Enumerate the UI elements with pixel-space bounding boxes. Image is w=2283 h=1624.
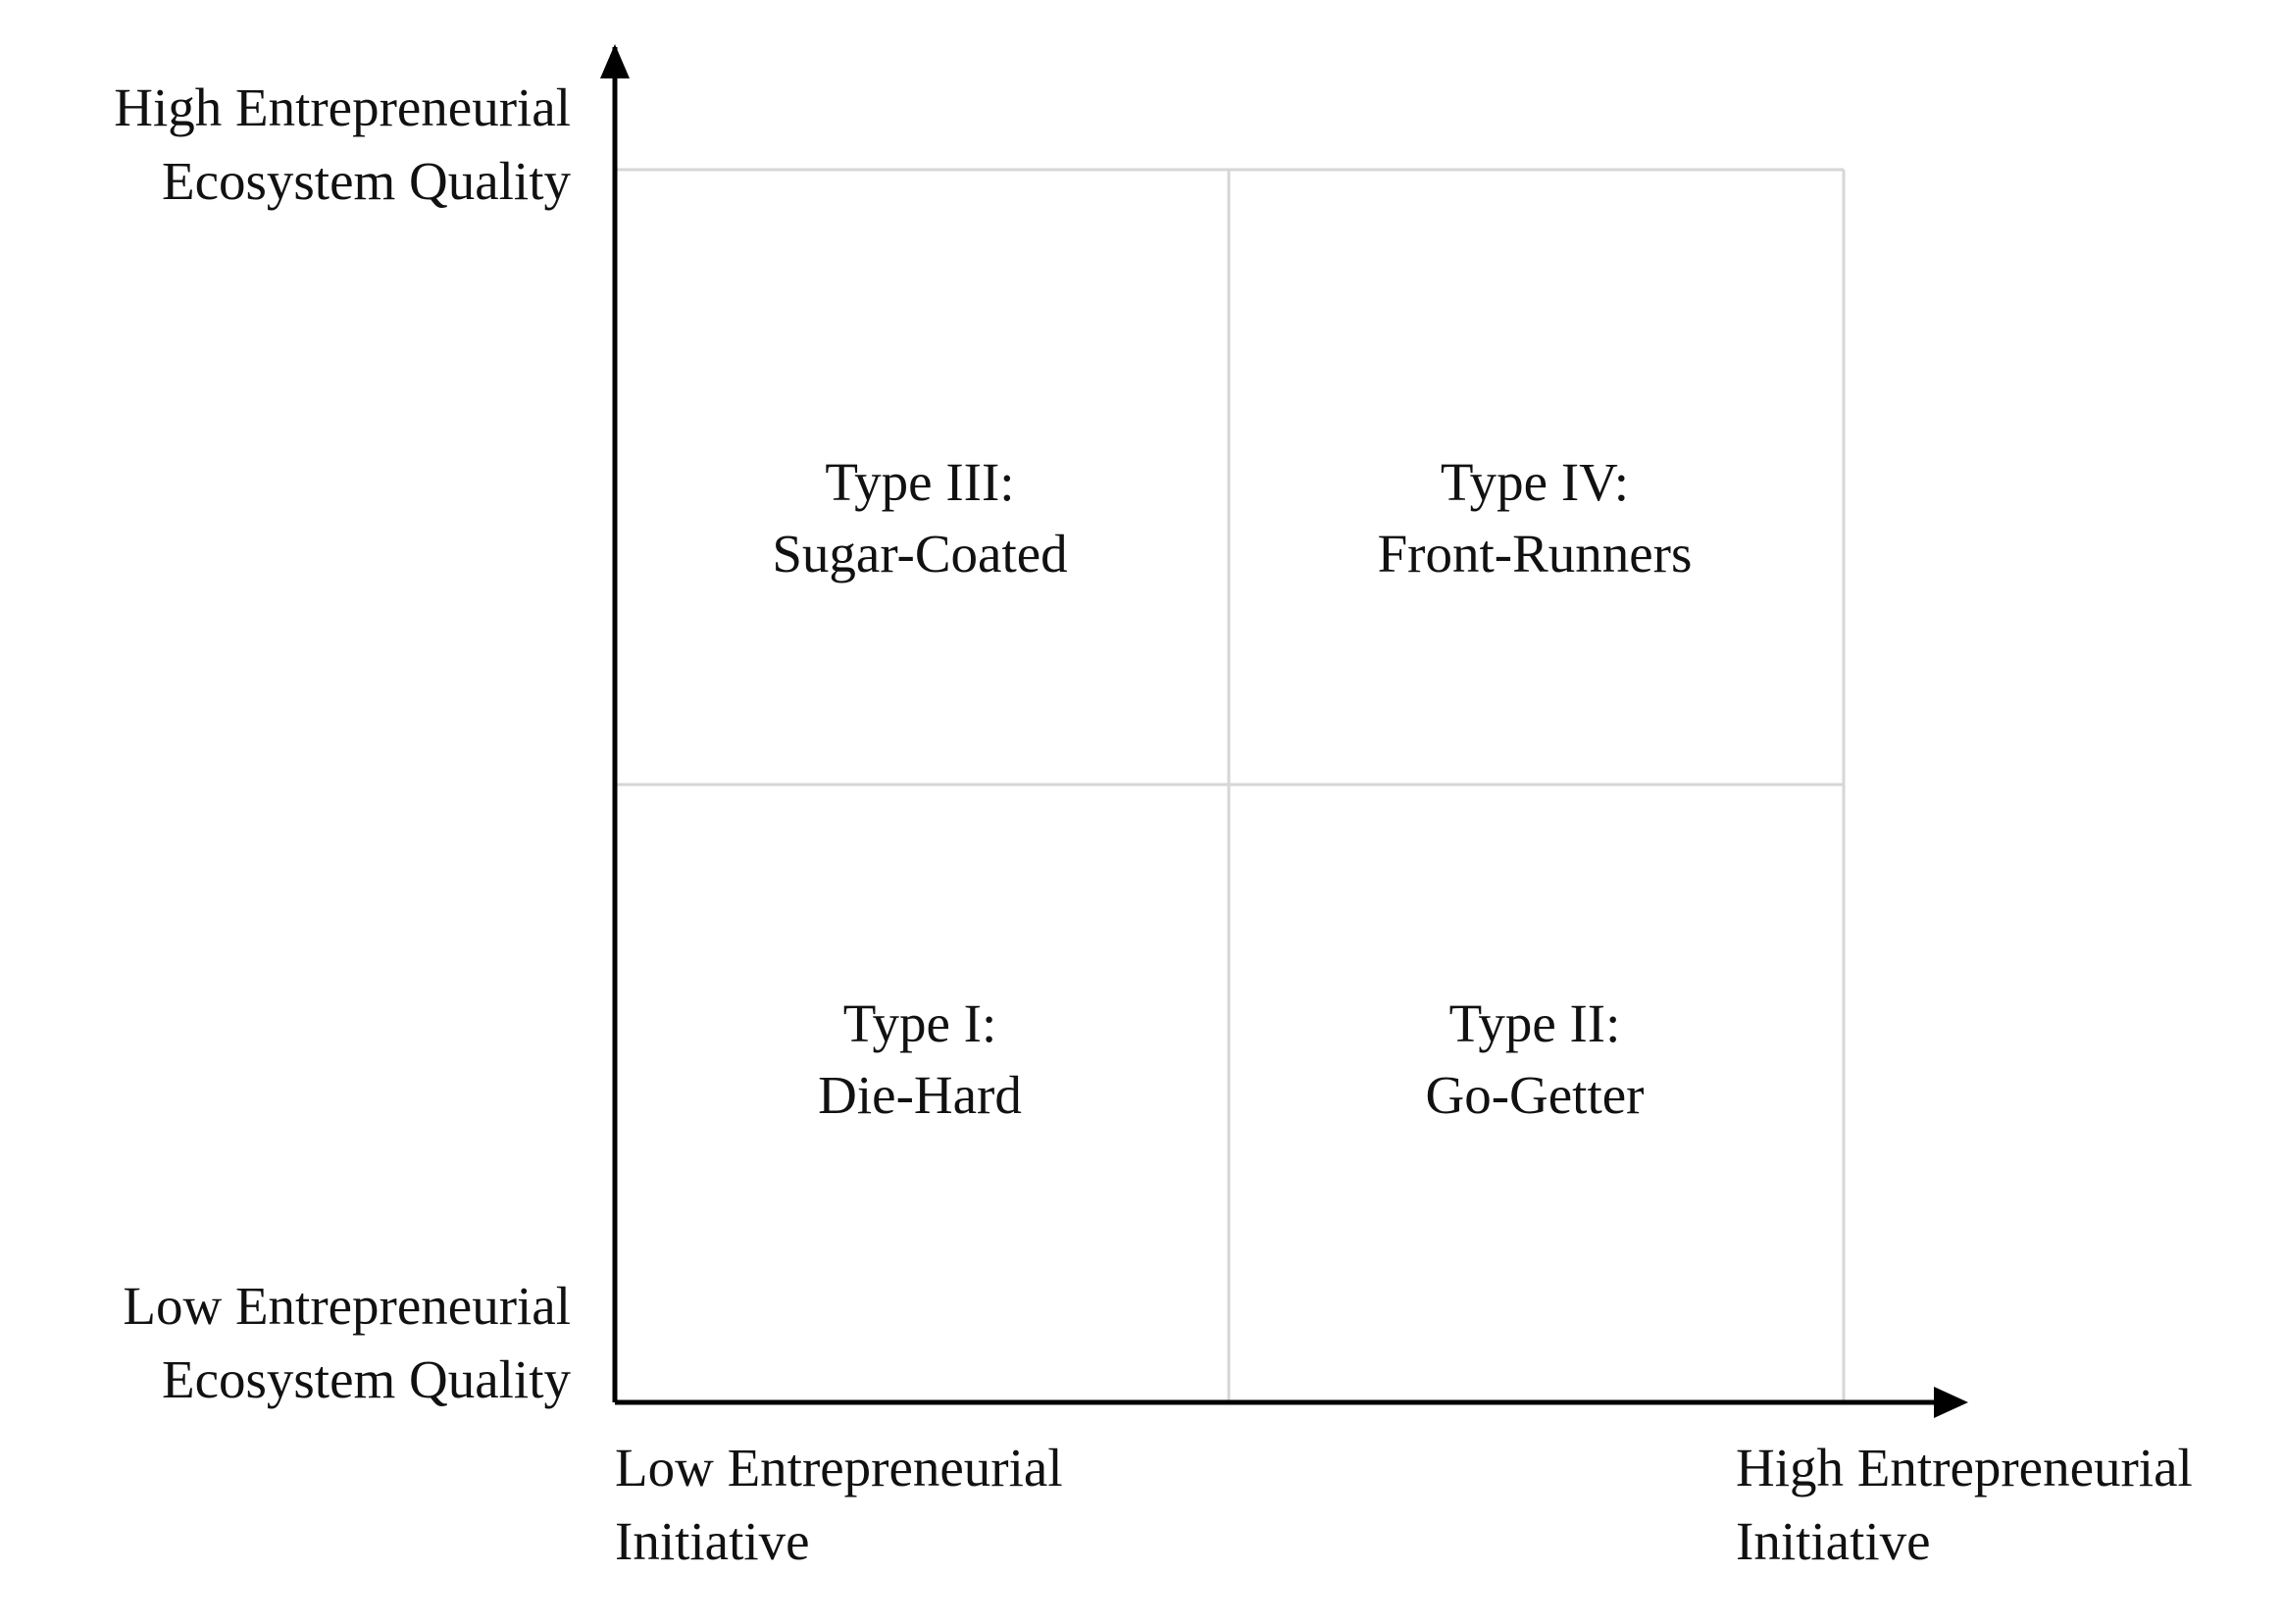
y-low-label: Low Entrepreneurial [123,1276,571,1336]
x-low-label: Initiative [615,1511,810,1571]
x-arrow [1934,1387,1968,1418]
y-high-label: High Entrepreneurial [114,77,571,137]
grid [615,168,1846,1402]
quadrant-type: Type I: [843,993,997,1053]
y-arrow [600,44,630,78]
x-high-label: Initiative [1736,1511,1931,1571]
quadrant-name: Front-Runners [1378,524,1693,584]
quadrant-name: Sugar-Coated [772,524,1067,584]
x-high-label: High Entrepreneurial [1736,1438,2193,1497]
quadrant-type: Type III: [825,452,1014,512]
quadrant-type: Type II: [1449,993,1621,1053]
x-low-label: Low Entrepreneurial [615,1438,1063,1497]
quadrant-name: Go-Getter [1426,1065,1645,1125]
quadrant-type: Type IV: [1441,452,1629,512]
quadrant-name: Die-Hard [818,1065,1022,1125]
y-high-label: Ecosystem Quality [162,151,572,211]
y-low-label: Ecosystem Quality [162,1349,572,1409]
